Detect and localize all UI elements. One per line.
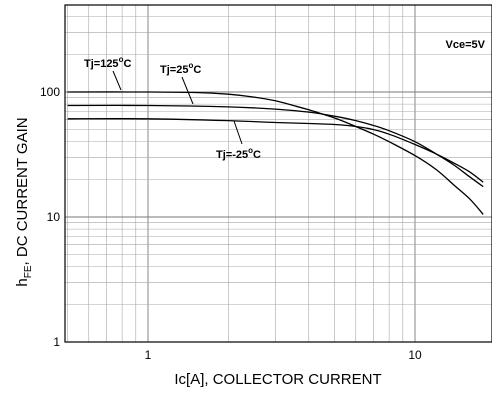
x-tick-label: 10	[408, 348, 422, 362]
plot-frame	[64, 4, 492, 343]
grid-lines	[65, 5, 492, 342]
y-tick-label: 100	[40, 85, 60, 99]
annotation-tj-m25: Tj=-25oC	[216, 120, 261, 161]
annotation-tj-m25-leader	[233, 120, 243, 145]
x-tick-label: 1	[145, 348, 152, 362]
annotation-tj-125-label: Tj=125oC	[84, 55, 131, 70]
y-axis-label: hFE, DC CURRENT GAIN	[14, 117, 34, 286]
y-tick-label: 1	[53, 335, 60, 349]
x-tick-labels: 1 10	[145, 348, 422, 362]
condition-label: Vce=5V	[446, 39, 486, 51]
y-tick-labels: 1 10 100	[40, 85, 60, 349]
curve-tj-25	[67, 104, 484, 188]
x-axis-label: Ic[A], COLLECTOR CURRENT	[174, 371, 381, 388]
curve-tj-m25	[67, 118, 484, 183]
curve-tj-125	[67, 91, 484, 215]
y-tick-label: 10	[47, 210, 61, 224]
annotation-tj-25-label: Tj=25oC	[160, 61, 201, 76]
annotation-tj-125-leader	[112, 70, 122, 91]
annotation-tj-25-leader	[181, 76, 194, 105]
annotation-tj-125: Tj=125oC	[84, 55, 131, 91]
annotation-tj-m25-label: Tj=-25oC	[216, 146, 261, 161]
series-curves	[67, 91, 484, 215]
annotation-tj-25: Tj=25oC	[160, 61, 201, 105]
